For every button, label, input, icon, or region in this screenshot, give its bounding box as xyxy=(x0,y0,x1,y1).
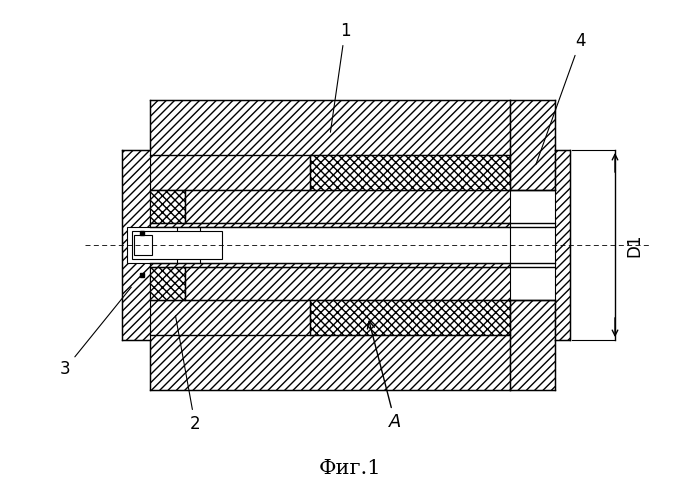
Bar xyxy=(150,100,510,190)
Bar xyxy=(122,150,150,340)
Bar xyxy=(200,227,510,263)
Text: 4: 4 xyxy=(536,32,585,164)
Bar xyxy=(555,150,570,340)
Bar xyxy=(150,300,510,390)
Bar xyxy=(310,155,510,190)
Bar xyxy=(510,100,555,190)
Text: 2: 2 xyxy=(176,316,200,433)
Bar xyxy=(150,190,510,223)
Bar xyxy=(150,267,510,300)
Text: 1: 1 xyxy=(330,22,350,132)
Bar xyxy=(150,263,510,267)
Bar xyxy=(150,190,185,223)
Text: 3: 3 xyxy=(60,287,132,378)
Bar xyxy=(510,300,555,390)
Text: Фиг.1: Фиг.1 xyxy=(318,458,382,477)
Bar xyxy=(134,235,152,255)
Bar xyxy=(310,300,510,335)
Bar xyxy=(132,231,222,259)
Bar xyxy=(150,223,510,227)
Text: A: A xyxy=(368,321,401,431)
Text: D1: D1 xyxy=(625,233,643,257)
Bar xyxy=(150,267,185,300)
Bar xyxy=(127,227,177,263)
